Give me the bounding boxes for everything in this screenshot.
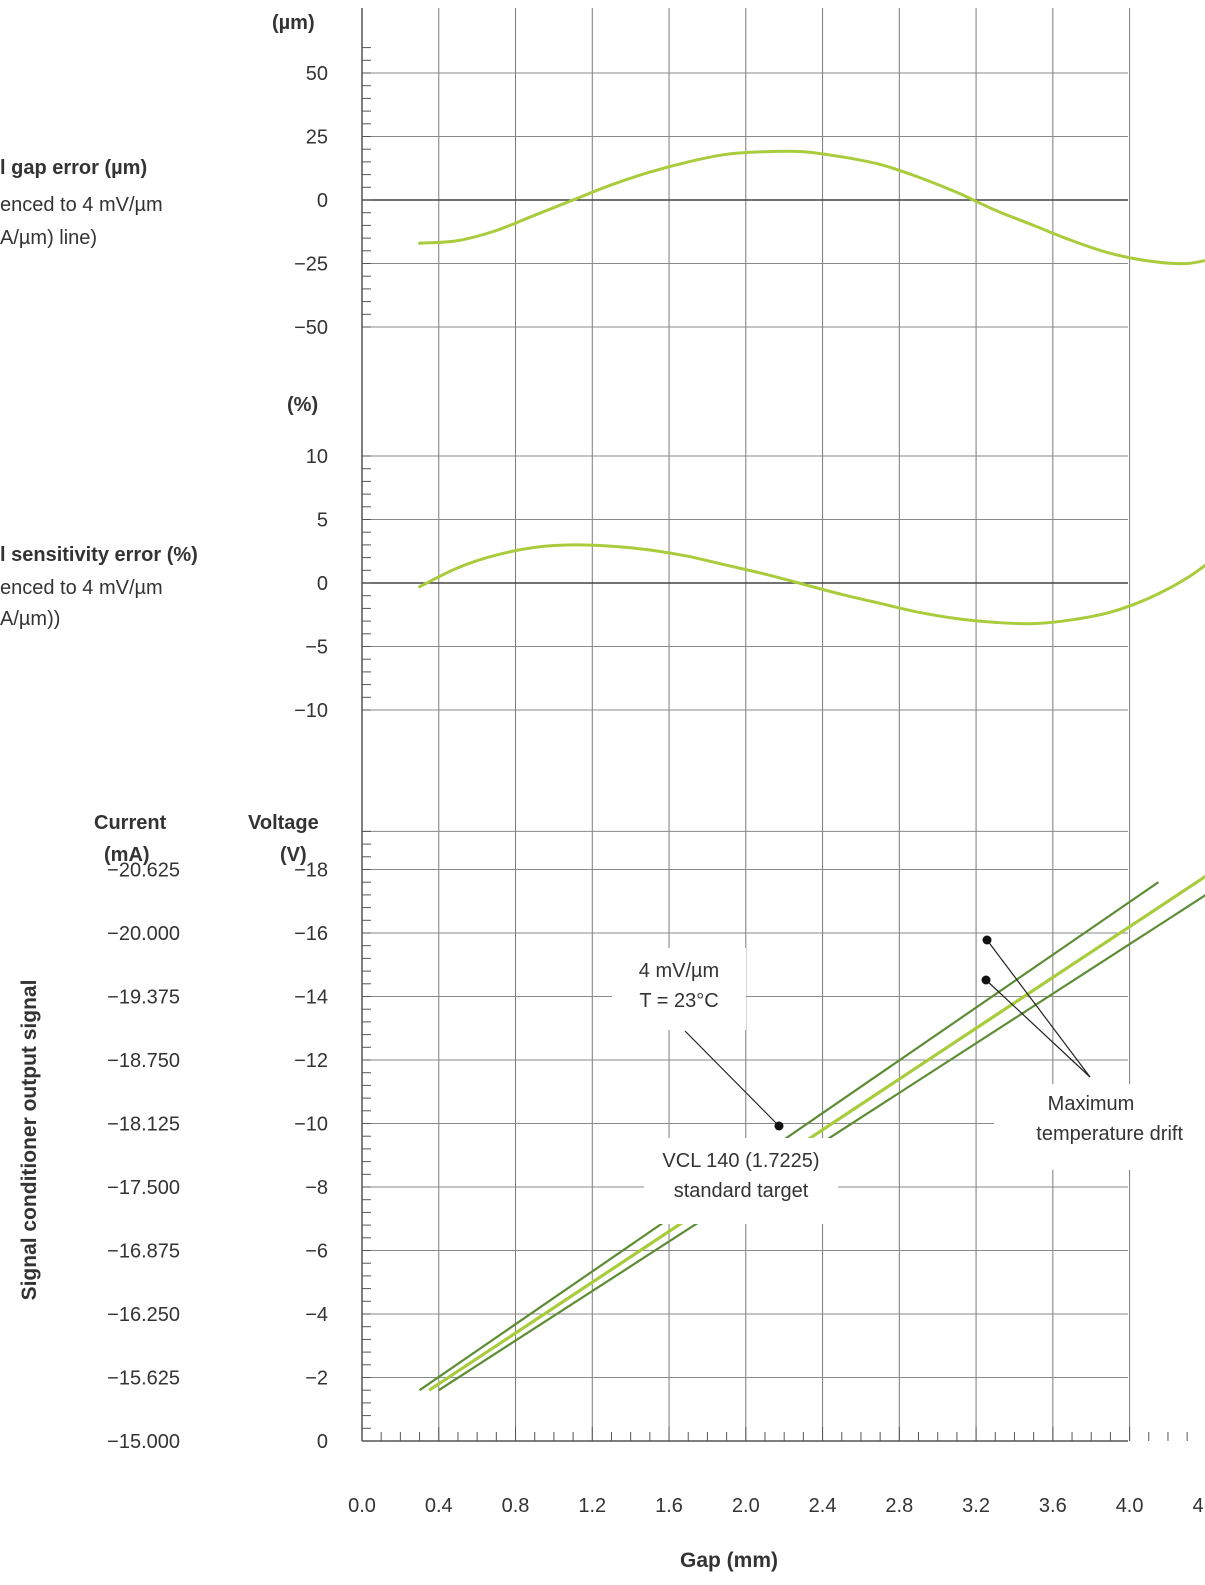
gap-error-curve xyxy=(418,149,1205,266)
x-tick-label: 0.8 xyxy=(502,1495,530,1517)
voltage-tick-label: −16 xyxy=(294,923,328,945)
x-tick-label: 3.6 xyxy=(1039,1495,1067,1517)
current-header-1: Current xyxy=(94,812,167,834)
minor-ticks xyxy=(362,47,1188,1442)
gap-error-unit: (µm) xyxy=(272,12,315,34)
drift-lower-line xyxy=(438,894,1205,1392)
current-tick-label: −18.750 xyxy=(107,1050,180,1072)
x-tick-label: 3.2 xyxy=(962,1495,990,1517)
current-tick-label: −18.125 xyxy=(107,1114,180,1136)
sensitivity-tick-label: 5 xyxy=(317,510,328,532)
x-tick-label: 0.0 xyxy=(348,1495,376,1517)
current-tick-label: −16.250 xyxy=(107,1304,180,1326)
x-tick-label: 4.0 xyxy=(1116,1495,1144,1517)
gap-error-tick-label: 25 xyxy=(306,127,328,149)
voltage-tick-label: −2 xyxy=(305,1368,328,1390)
x-axis-label: Gap (mm) xyxy=(680,1549,779,1572)
tick-labels: 50250−25−501050−5−10−18−20.625−16−20.000… xyxy=(107,63,1205,1517)
sensitivity-unit: (%) xyxy=(287,394,319,416)
voltage-tick-label: −8 xyxy=(305,1177,328,1199)
voltage-tick-label: −6 xyxy=(305,1241,328,1263)
voltage-tick-label: −12 xyxy=(294,1050,328,1072)
drift-callout-box xyxy=(994,1084,1205,1170)
nominal-marker xyxy=(774,1121,784,1131)
current-tick-label: −20.625 xyxy=(107,860,180,882)
voltage-tick-label: 0 xyxy=(317,1431,328,1453)
drift-marker-upper xyxy=(982,935,992,945)
x-tick-label: 2.0 xyxy=(732,1495,760,1517)
drift-callout-line2: temperature drift xyxy=(1036,1123,1183,1145)
nominal-leader xyxy=(684,1030,780,1127)
voltage-header-1: Voltage xyxy=(248,812,319,834)
gap-error-tick-label: 50 xyxy=(306,63,328,85)
gap-error-tick-label: −50 xyxy=(294,317,328,339)
nominal-callout-box xyxy=(612,948,746,1030)
sensitivity-tick-label: −5 xyxy=(305,637,328,659)
annotations: 4 mV/µm T = 23°C VCL 140 (1.7225) standard … xyxy=(612,935,1205,1224)
x-tick-label: 0.4 xyxy=(425,1495,453,1517)
voltage-header-2: (V) xyxy=(280,844,307,866)
target-callout-box xyxy=(644,1138,838,1224)
sensitivity-tick-label: −10 xyxy=(294,700,328,722)
x-tick-label: 4.4 xyxy=(1192,1495,1205,1517)
data-series xyxy=(418,149,1205,1392)
target-callout-line1: VCL 140 (1.7225) xyxy=(662,1150,819,1172)
sensitivity-tick-label: 0 xyxy=(317,573,328,595)
sensitivity-subtitle-2: A/µm)) xyxy=(0,608,61,630)
nominal-callout-line2: T = 23°C xyxy=(639,990,718,1012)
current-tick-label: −19.375 xyxy=(107,987,180,1009)
current-tick-label: −17.500 xyxy=(107,1177,180,1199)
drift-leader-upper xyxy=(986,939,1091,1078)
x-tick-label: 2.4 xyxy=(809,1495,837,1517)
nominal-line xyxy=(428,874,1205,1392)
sensitivity-error-curve xyxy=(418,543,1205,626)
voltage-tick-label: −18 xyxy=(294,860,328,882)
gap-error-tick-label: 0 xyxy=(317,190,328,212)
current-header-2: (mA) xyxy=(104,844,150,866)
voltage-tick-label: −10 xyxy=(294,1114,328,1136)
current-tick-label: −16.875 xyxy=(107,1241,180,1263)
nominal-callout-line1: 4 mV/µm xyxy=(639,960,719,982)
gap-error-tick-label: −25 xyxy=(294,254,328,276)
drift-callout-line1: Maximum xyxy=(1048,1093,1135,1115)
gap-error-subtitle-2: A/µm) line) xyxy=(0,227,98,249)
gap-error-title: l gap error (µm) xyxy=(0,157,148,179)
current-tick-label: −15.000 xyxy=(107,1431,180,1453)
gap-error-subtitle-1: enced to 4 mV/µm xyxy=(0,194,163,216)
voltage-tick-label: −4 xyxy=(305,1304,328,1326)
sensitivity-tick-label: 10 xyxy=(306,446,328,468)
x-tick-label: 1.2 xyxy=(578,1495,606,1517)
drift-upper-line xyxy=(418,881,1160,1392)
y-axis-label: Signal conditioner output signal xyxy=(18,979,41,1301)
sensitivity-title: l sensitivity error (%) xyxy=(0,544,198,566)
current-tick-label: −20.000 xyxy=(107,923,180,945)
target-callout-line2: standard target xyxy=(674,1180,809,1202)
current-tick-label: −15.625 xyxy=(107,1368,180,1390)
grid-lines xyxy=(361,8,1131,1442)
voltage-tick-label: −14 xyxy=(294,987,328,1009)
drift-marker-lower xyxy=(981,975,991,985)
x-tick-label: 1.6 xyxy=(655,1495,683,1517)
drift-leader-lower xyxy=(985,979,1091,1078)
x-tick-label: 2.8 xyxy=(885,1495,913,1517)
sensitivity-subtitle-1: enced to 4 mV/µm xyxy=(0,577,163,599)
